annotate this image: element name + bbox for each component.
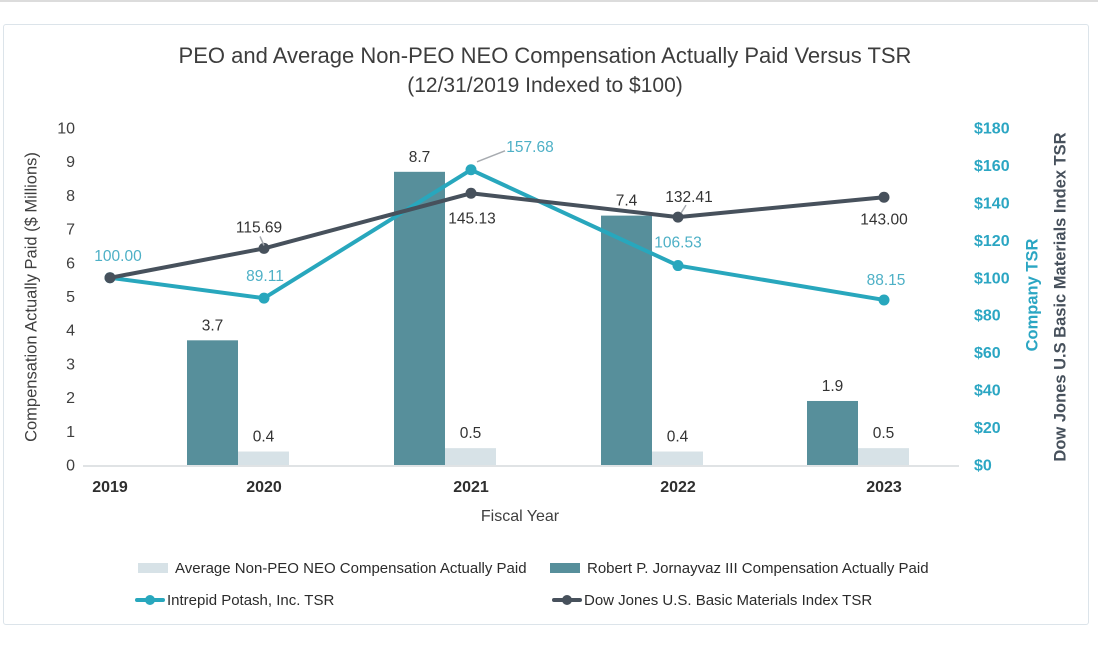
x-axis-tick: 2019 — [92, 479, 128, 496]
left-axis-tick: 6 — [66, 255, 75, 272]
legend-label: Intrepid Potash, Inc. TSR — [167, 591, 335, 609]
chart-title: PEO and Average Non-PEO NEO Compensation… — [0, 44, 1090, 98]
tsr-value-label: 157.68 — [506, 139, 553, 156]
label-leader-line — [259, 236, 265, 246]
right-axis-tick: $40 — [974, 383, 1001, 400]
bar-value-label: 0.4 — [253, 429, 275, 446]
tsr-point — [465, 187, 477, 199]
left-axis-tick: 5 — [66, 289, 75, 306]
chart-title-line2: (12/31/2019 Indexed to $100) — [407, 74, 683, 97]
left-axis-tick: 0 — [66, 458, 75, 475]
tsr-point — [672, 211, 684, 223]
left-axis-tick: 2 — [66, 390, 75, 407]
tsr-point — [104, 272, 116, 284]
chart-border-box — [3, 24, 1089, 625]
legend-item: Robert P. Jornayvaz III Compensation Act… — [550, 559, 929, 577]
bar-value-label: 0.4 — [667, 429, 689, 446]
bar-value-label: 8.7 — [409, 149, 431, 166]
tsr-point — [672, 260, 684, 272]
left-axis-tick: 10 — [57, 121, 75, 138]
left-axis-tick: 9 — [66, 154, 75, 171]
x-axis-tick: 2023 — [866, 479, 902, 496]
tsr-value-label: 132.41 — [665, 189, 712, 206]
left-axis-tick: 3 — [66, 356, 75, 373]
bar — [394, 171, 445, 465]
right-axis-tick: $20 — [974, 420, 1001, 437]
tsr-line — [108, 167, 886, 302]
right-axis-tick: $100 — [974, 270, 1010, 287]
left-axis-title: Compensation Actually Paid ($ Millions) — [22, 152, 41, 442]
tsr-value-label: 89.11 — [246, 268, 284, 285]
label-leader-line — [680, 204, 687, 214]
x-axis-tick: 2020 — [246, 479, 282, 496]
right-axis-tick: $180 — [974, 121, 1010, 138]
legend-item: Intrepid Potash, Inc. TSR — [135, 591, 335, 609]
left-axis-tick: 8 — [66, 188, 75, 205]
right-axis-tick: $60 — [974, 345, 1001, 362]
tsr-value-label: 145.13 — [448, 210, 495, 227]
tsr-value-label: 143.00 — [860, 211, 908, 228]
tsr-value-label: 106.53 — [654, 235, 701, 252]
tsr-line — [108, 191, 886, 280]
x-axis-title: Fiscal Year — [480, 508, 560, 525]
tsr-point — [465, 164, 477, 176]
bar-value-label: 7.4 — [616, 193, 638, 210]
right-axis-title-company-tsr: Company TSR — [1023, 238, 1042, 352]
right-axis-tick: $160 — [974, 158, 1010, 175]
bar — [652, 451, 703, 465]
legend-item: Average Non-PEO NEO Compensation Actuall… — [138, 559, 527, 577]
chart-title-line1: PEO and Average Non-PEO NEO Compensation… — [178, 43, 912, 68]
tsr-point — [258, 242, 270, 254]
right-axis-tick: $120 — [974, 233, 1010, 250]
tsr-point — [258, 292, 270, 304]
legend-label: Average Non-PEO NEO Compensation Actuall… — [175, 559, 527, 577]
legend-label: Dow Jones U.S. Basic Materials Index TSR — [584, 591, 873, 609]
legend-item: Dow Jones U.S. Basic Materials Index TSR — [552, 591, 873, 609]
page-top-divider — [0, 0, 1098, 2]
right-axis-tick: $140 — [974, 195, 1010, 212]
legend-bar-swatch — [550, 563, 580, 573]
bar — [807, 400, 858, 465]
right-axis-title-dow-jones: Dow Jones U.S Basic Materials Index TSR — [1051, 132, 1070, 462]
tsr-value-label: 100.00 — [94, 248, 142, 265]
bar-value-label: 3.7 — [202, 317, 224, 334]
right-axis-tick: $0 — [974, 458, 992, 475]
legend-bar-swatch — [138, 563, 168, 573]
bar — [445, 448, 496, 465]
tsr-point — [878, 191, 890, 203]
legend-label: Robert P. Jornayvaz III Compensation Act… — [587, 559, 929, 577]
tsr-value-label: 115.69 — [236, 219, 282, 236]
x-axis-tick: 2021 — [453, 479, 489, 496]
tsr-value-label: 88.15 — [867, 272, 906, 289]
tsr-point — [878, 294, 890, 306]
legend-dot — [145, 595, 155, 605]
legend-line-marker — [552, 594, 582, 606]
bar-value-label: 1.9 — [822, 378, 844, 395]
label-leader-line — [476, 150, 506, 163]
bar — [187, 340, 238, 465]
left-axis-tick: 4 — [66, 323, 75, 340]
bar — [601, 215, 652, 465]
left-axis-tick: 1 — [66, 424, 75, 441]
bar — [858, 448, 909, 465]
legend-line-marker — [135, 594, 165, 606]
x-axis-tick: 2022 — [660, 479, 696, 496]
legend-dot — [562, 595, 572, 605]
bar — [238, 451, 289, 465]
left-axis-tick: 7 — [66, 222, 75, 239]
right-axis-tick: $80 — [974, 308, 1001, 325]
bar-value-label: 0.5 — [873, 425, 895, 442]
bar-value-label: 0.5 — [460, 425, 482, 442]
